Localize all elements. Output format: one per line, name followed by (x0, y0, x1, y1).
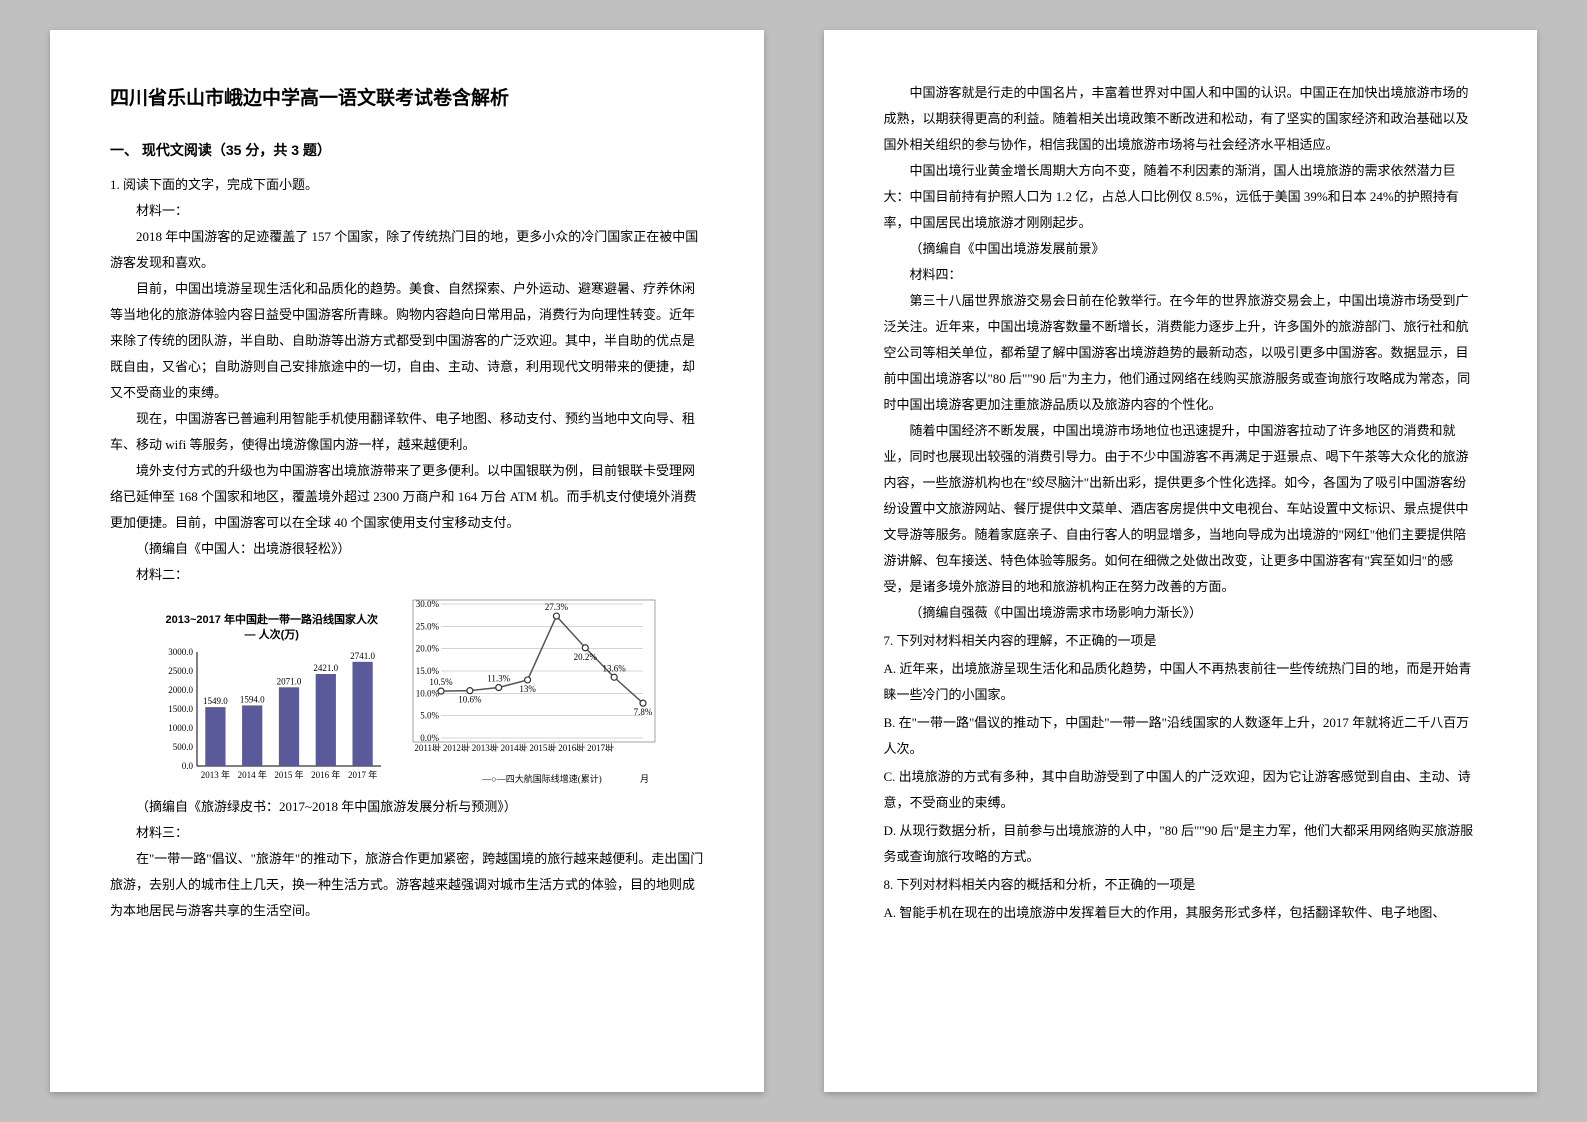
svg-text:2017年: 2017年 (587, 743, 615, 753)
mat3-p2: 中国游客就是行走的中国名片，丰富着世界对中国人和中国的认识。中国正在加快出境旅游… (884, 80, 1478, 158)
mat3-p3: 中国出境行业黄金增长周期大方向不变，随着不利因素的渐消，国人出境旅游的需求依然潜… (884, 158, 1478, 236)
mat1-p2: 目前，中国出境游呈现生活化和品质化的趋势。美食、自然探索、户外运动、避寒避暑、疗… (110, 276, 704, 406)
svg-text:15.0%: 15.0% (416, 666, 440, 676)
svg-text:3000.0: 3000.0 (168, 647, 193, 657)
q7-d: D. 从现行数据分析，目前参与出境旅游的人中，"80 后""90 后"是主力军，… (884, 818, 1478, 870)
mat1-p4: 境外支付方式的升级也为中国游客出境旅游带来了更多便利。以中国银联为例，目前银联卡… (110, 458, 704, 536)
q1-stem: 1. 阅读下面的文字，完成下面小题。 (110, 172, 704, 198)
svg-text:2016年: 2016年 (558, 743, 586, 753)
bar-chart-title-1: 2013~2017 年中国赴一带一路沿线国家人次 (157, 613, 387, 627)
section-heading: 一、 现代文阅读（35 分，共 3 题） (110, 136, 704, 164)
mat2-label: 材料二： (110, 562, 704, 588)
svg-text:2500.0: 2500.0 (168, 666, 193, 676)
mat3-source: （摘编自《中国出境游发展前景》 (884, 236, 1478, 262)
svg-text:1500.0: 1500.0 (168, 704, 193, 714)
q7: 7. 下列对材料相关内容的理解，不正确的一项是 (884, 628, 1478, 654)
mat1-source: （摘编自《中国人：出境游很轻松》） (110, 536, 704, 562)
bar-chart-title-2: — 人次(万) (157, 628, 387, 642)
page-right: 中国游客就是行走的中国名片，丰富着世界对中国人和中国的认识。中国正在加快出境旅游… (824, 30, 1538, 1092)
svg-text:2013 年: 2013 年 (201, 769, 230, 780)
svg-text:2015 年: 2015 年 (274, 769, 303, 780)
svg-text:2741.0: 2741.0 (350, 651, 375, 661)
mat1-p3: 现在，中国游客已普遍利用智能手机使用翻译软件、电子地图、移动支付、预约当地中文向… (110, 406, 704, 458)
svg-text:5.0%: 5.0% (420, 711, 439, 721)
q8-a: A. 智能手机在现在的出境旅游中发挥着巨大的作用，其服务形式多样，包括翻译软件、… (884, 900, 1478, 926)
svg-text:10.6%: 10.6% (458, 695, 482, 705)
svg-text:11.3%: 11.3% (487, 674, 510, 684)
svg-text:0.0%: 0.0% (420, 733, 439, 743)
mat2-source: （摘编自《旅游绿皮书：2017~2018 年中国旅游发展分析与预测》） (110, 794, 704, 820)
q7-a: A. 近年来，出境旅游呈现生活化和品质化趋势，中国人不再热衷前往一些传统热门目的… (884, 656, 1478, 708)
svg-text:27.3%: 27.3% (545, 602, 569, 612)
svg-text:2421.0: 2421.0 (313, 663, 338, 673)
doc-title: 四川省乐山市峨边中学高一语文联考试卷含解析 (110, 80, 704, 118)
svg-text:30.0%: 30.0% (416, 599, 440, 609)
svg-text:2071.0: 2071.0 (276, 676, 301, 686)
svg-text:1000.0: 1000.0 (168, 723, 193, 733)
charts-row: 2013~2017 年中国赴一带一路沿线国家人次 — 人次(万) 0.0 500.… (110, 596, 704, 786)
mat4-p2: 随着中国经济不断发展，中国出境游市场地位也迅速提升，中国游客拉动了许多地区的消费… (884, 418, 1478, 600)
svg-text:2012年: 2012年 (443, 743, 471, 753)
svg-text:2011年: 2011年 (414, 743, 442, 753)
svg-text:7.8%: 7.8% (633, 707, 652, 717)
svg-text:20.2%: 20.2% (573, 652, 597, 662)
svg-text:2017 年: 2017 年 (348, 769, 377, 780)
page-left: 四川省乐山市峨边中学高一语文联考试卷含解析 一、 现代文阅读（35 分，共 3 … (50, 30, 764, 1092)
q8: 8. 下列对材料相关内容的概括和分析，不正确的一项是 (884, 872, 1478, 898)
line-chart: 0.0% 5.0% 10.0% 15.0% 20.0% 25.0% 30.0% 10.5% 10… (407, 596, 657, 786)
svg-text:—○—四大航国际线增速(累计): —○—四大航国际线增速(累计) (481, 773, 601, 784)
q7-b: B. 在"一带一路"倡议的推动下，中国赴"一带一路"沿线国家的人数逐年上升，20… (884, 710, 1478, 762)
svg-text:2015年: 2015年 (529, 743, 557, 753)
svg-text:0.0: 0.0 (182, 761, 194, 771)
mat1-label: 材料一： (110, 198, 704, 224)
svg-text:2014年: 2014年 (500, 743, 528, 753)
svg-text:500.0: 500.0 (173, 742, 194, 752)
mat3-label: 材料三： (110, 820, 704, 846)
bar-chart: 2013~2017 年中国赴一带一路沿线国家人次 — 人次(万) 0.0 500.… (157, 613, 387, 786)
svg-text:月: 月 (640, 774, 649, 784)
svg-text:25.0%: 25.0% (416, 621, 440, 631)
mat4-label: 材料四： (884, 262, 1478, 288)
mat3-p1: 在"一带一路"倡议、"旅游年"的推动下，旅游合作更加紧密，跨越国境的旅行越来越便… (110, 846, 704, 924)
mat1-p1: 2018 年中国游客的足迹覆盖了 157 个国家，除了传统热门目的地，更多小众的… (110, 224, 704, 276)
q7-c: C. 出境旅游的方式有多种，其中自助游受到了中国人的广泛欢迎，因为它让游客感觉到… (884, 764, 1478, 816)
svg-text:20.0%: 20.0% (416, 644, 440, 654)
svg-text:13.6%: 13.6% (602, 663, 626, 673)
svg-text:2016 年: 2016 年 (311, 769, 340, 780)
bar-chart-svg: 0.0 500.0 1000.0 1500.0 2000.0 2500.0 3000.0 15… (157, 646, 387, 786)
svg-text:10.0%: 10.0% (416, 688, 440, 698)
svg-text:1549.0: 1549.0 (203, 696, 228, 706)
mat4-p1: 第三十八届世界旅游交易会日前在伦敦举行。在今年的世界旅游交易会上，中国出境游市场… (884, 288, 1478, 418)
line-chart-svg: 0.0% 5.0% 10.0% 15.0% 20.0% 25.0% 30.0% 10.5% 10… (407, 596, 657, 786)
svg-text:2014 年: 2014 年 (237, 769, 266, 780)
svg-text:10.5%: 10.5% (429, 677, 453, 687)
svg-text:2013年: 2013年 (471, 743, 499, 753)
svg-text:2000.0: 2000.0 (168, 685, 193, 695)
mat4-source: （摘编自强薇《中国出境游需求市场影响力渐长》） (884, 600, 1478, 626)
svg-text:1594.0: 1594.0 (240, 694, 265, 704)
svg-text:13%: 13% (519, 684, 536, 694)
